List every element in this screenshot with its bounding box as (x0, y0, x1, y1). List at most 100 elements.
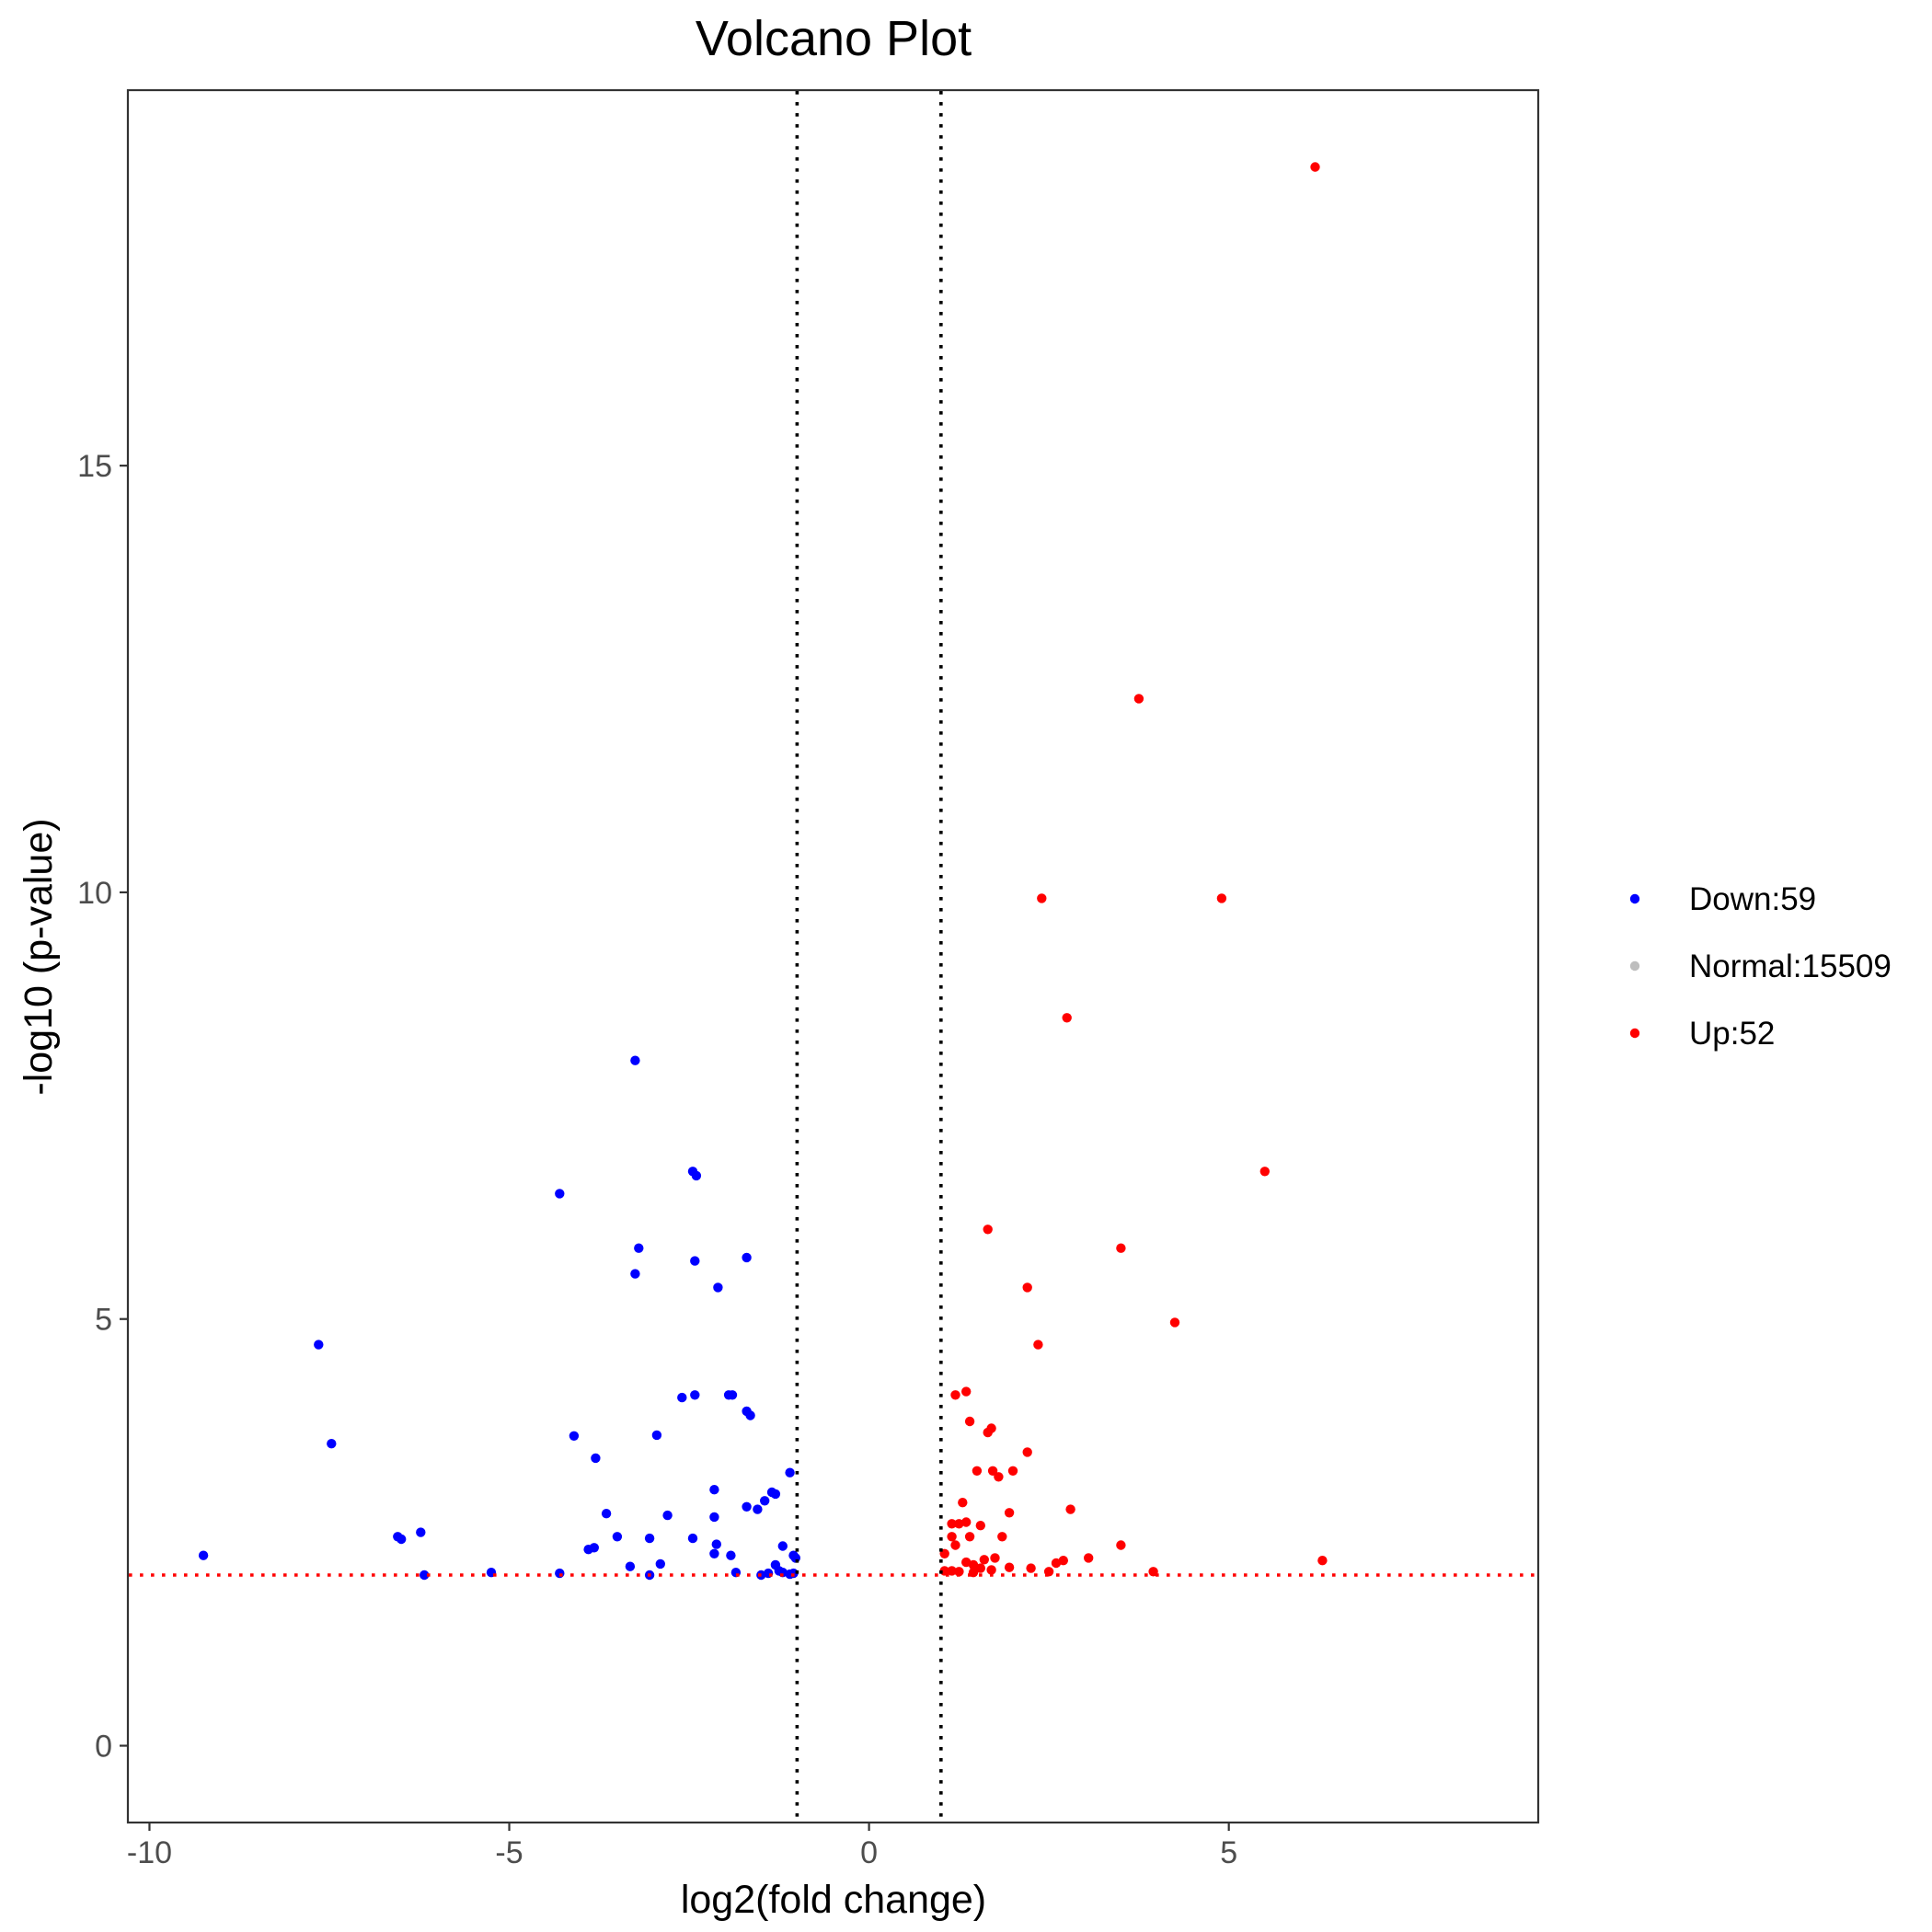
point-up-43 (1004, 1562, 1015, 1572)
point-up-16 (1022, 1447, 1032, 1457)
point-up-0 (1310, 162, 1320, 172)
point-down-52 (777, 1541, 788, 1551)
y-tick-label: 15 (77, 449, 112, 484)
point-down-17 (630, 1055, 640, 1065)
point-down-28 (691, 1170, 702, 1181)
legend-label-up: Up:52 (1689, 1016, 1775, 1052)
point-down-8 (555, 1189, 565, 1199)
y-tick-label: 5 (95, 1303, 112, 1338)
point-down-30 (690, 1390, 700, 1400)
point-up-31 (950, 1540, 960, 1550)
point-down-16 (625, 1561, 636, 1571)
point-down-10 (569, 1431, 580, 1442)
point-down-12 (591, 1453, 601, 1464)
point-up-6 (983, 1225, 993, 1235)
point-up-39 (954, 1567, 964, 1577)
point-up-23 (947, 1519, 957, 1529)
point-up-46 (1051, 1558, 1062, 1569)
point-up-18 (987, 1466, 998, 1477)
point-up-17 (972, 1466, 983, 1477)
point-down-15 (612, 1532, 623, 1542)
x-axis: -10 -5 0 5 (127, 1823, 1237, 1870)
point-up-8 (1022, 1282, 1032, 1293)
point-up-4 (1062, 1013, 1072, 1023)
x-tick-label: -5 (495, 1835, 523, 1870)
legend-key-down (1629, 893, 1640, 904)
point-up-48 (1084, 1553, 1094, 1563)
x-tick-label: 5 (1220, 1835, 1237, 1870)
point-down-32 (709, 1548, 719, 1559)
legend-key-normal (1629, 960, 1640, 972)
point-down-26 (687, 1533, 698, 1544)
point-up-19 (994, 1472, 1004, 1482)
point-up-27 (1004, 1508, 1015, 1518)
points-layer (198, 162, 1328, 1581)
point-up-36 (990, 1553, 1000, 1563)
x-tick-label: -10 (127, 1835, 172, 1870)
point-up-15 (983, 1427, 993, 1438)
point-down-29 (690, 1256, 700, 1266)
point-down-23 (655, 1558, 665, 1570)
point-down-2 (327, 1439, 337, 1449)
point-down-37 (727, 1390, 738, 1400)
point-down-31 (709, 1485, 719, 1495)
point-down-20 (644, 1533, 655, 1544)
point-down-0 (198, 1550, 209, 1560)
point-down-46 (760, 1496, 770, 1506)
point-down-34 (711, 1539, 721, 1549)
point-up-49 (1116, 1540, 1126, 1550)
y-tick-label: 10 (77, 876, 112, 911)
point-up-51 (1317, 1556, 1328, 1566)
legend-label-down: Down:59 (1689, 881, 1816, 917)
point-down-35 (713, 1282, 723, 1293)
plot-panel-border (126, 88, 1540, 1824)
point-up-35 (979, 1555, 990, 1565)
point-up-25 (961, 1517, 972, 1527)
point-up-21 (958, 1498, 968, 1508)
point-down-24 (662, 1510, 673, 1521)
point-down-33 (709, 1512, 719, 1523)
point-up-22 (1065, 1504, 1075, 1514)
point-down-43 (745, 1410, 755, 1420)
threshold-lines (129, 91, 1537, 1822)
point-up-34 (968, 1559, 979, 1570)
point-up-13 (964, 1416, 975, 1427)
point-up-33 (961, 1557, 972, 1568)
point-up-24 (954, 1519, 964, 1529)
point-up-7 (1116, 1243, 1126, 1253)
point-up-9 (1169, 1317, 1180, 1328)
point-up-41 (975, 1563, 986, 1573)
y-axis-label: -log10 (p-value) (17, 818, 61, 1095)
point-up-28 (997, 1532, 1007, 1542)
point-up-12 (950, 1390, 960, 1400)
chart-title: Volcano Plot (696, 11, 972, 66)
point-down-5 (416, 1527, 426, 1537)
point-up-10 (1033, 1340, 1043, 1350)
x-axis-label: log2(fold change) (681, 1878, 986, 1922)
point-down-19 (634, 1243, 644, 1253)
point-down-1 (314, 1340, 324, 1350)
point-down-6 (420, 1570, 430, 1581)
point-down-38 (726, 1550, 736, 1560)
point-up-20 (1007, 1466, 1018, 1477)
legend: Down:59 Normal:15509 Up:52 (1629, 881, 1892, 1052)
point-up-30 (964, 1532, 975, 1542)
point-up-38 (947, 1566, 957, 1576)
point-up-47 (1058, 1556, 1069, 1566)
point-up-2 (1037, 893, 1047, 903)
point-down-40 (742, 1501, 752, 1512)
point-down-25 (677, 1392, 687, 1403)
y-axis: 0 5 10 15 (77, 449, 128, 1765)
legend-label-normal: Normal:15509 (1689, 949, 1892, 984)
point-up-42 (986, 1565, 996, 1575)
y-tick-label: 0 (95, 1730, 112, 1765)
point-down-4 (397, 1534, 407, 1545)
point-up-5 (1259, 1167, 1271, 1177)
point-up-26 (975, 1521, 986, 1531)
point-up-11 (961, 1386, 972, 1397)
point-down-49 (770, 1489, 781, 1500)
point-up-29 (947, 1532, 957, 1542)
point-down-44 (753, 1504, 763, 1514)
